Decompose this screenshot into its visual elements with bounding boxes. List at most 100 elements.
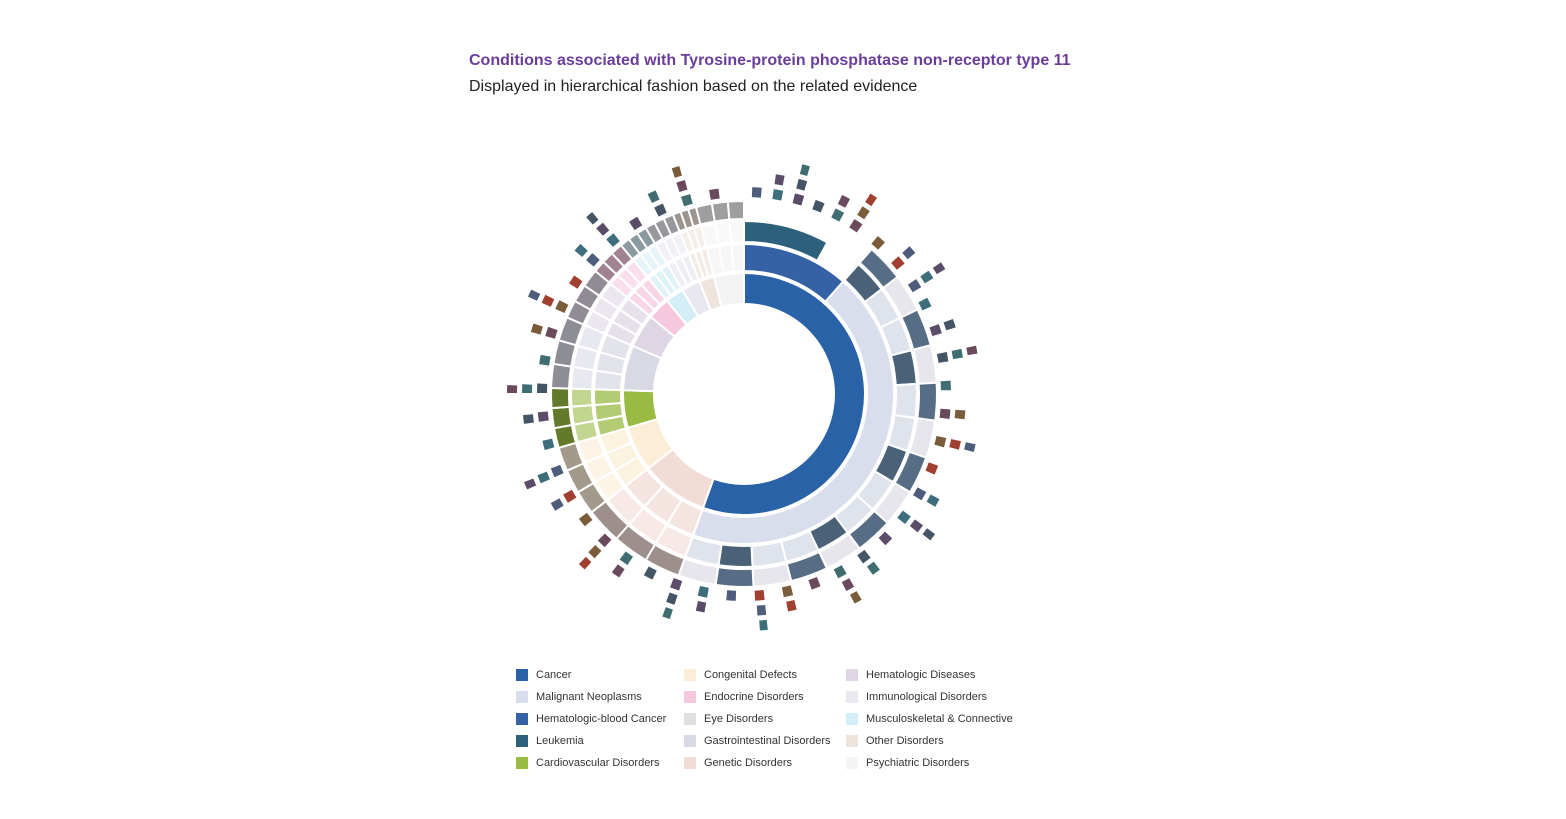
leaf-block [790,190,807,209]
ring3-subsegment [750,540,788,568]
leaf-block [949,346,966,362]
leaf-block [667,575,685,594]
leaf-block [706,186,722,203]
leaf-block [854,547,874,567]
leaf-block [534,469,553,487]
leaf-block [862,190,880,209]
legend-swatch [684,691,696,703]
legend-swatch [846,691,858,703]
leaf-block [839,575,857,594]
leaf-block [583,209,602,228]
leaf-block [937,406,953,422]
ring3-subsegment [570,404,596,426]
leaf-block [922,459,941,478]
legend-item: Other Disorders [846,730,1013,752]
legend-label: Cardiovascular Disorders [536,757,660,769]
leaf-block [894,507,914,527]
legend-label: Gastrointestinal Disorders [704,735,831,747]
ring4-leaf [550,386,571,410]
leaf-block [938,378,953,393]
ring4-leaf [550,405,573,430]
chart-title: Conditions associated with Tyrosine-prot… [469,52,1071,69]
leaf-block [678,191,696,209]
leaf-block [910,484,930,504]
leaf-block [609,561,628,581]
legend-swatch [684,713,696,725]
ring3-subsegment [684,535,723,567]
leaf-block [539,436,557,453]
leaf-block [616,548,636,568]
leaf-block [846,216,866,236]
chart-subtitle: Displayed in hierarchical fashion based … [469,78,918,95]
leaf-block [669,163,685,181]
ring3-subsegment [717,543,754,569]
legend-swatch [684,669,696,681]
leaf-block [552,297,572,316]
ring2-subsegment [730,242,745,273]
ring3-subsegment [889,349,918,387]
legend-swatch [516,757,528,769]
leaf-block [952,407,968,422]
legend-label: Hematologic-blood Cancer [536,713,667,725]
leaf-block [724,588,739,603]
legend-item: Genetic Disorders [684,752,831,774]
legend-label: Genetic Disorders [704,757,793,769]
legend-label: Psychiatric Disorders [866,757,970,769]
legend-column-1: Cancer Malignant Neoplasms Hematologic-b… [516,664,666,774]
legend-label: Other Disorders [866,735,944,747]
legend-swatch [846,669,858,681]
legend-swatch [516,735,528,747]
legend-swatch [516,669,528,681]
leaf-block [831,562,850,582]
leaf-block [566,272,586,292]
leaf-block [585,542,605,562]
legend-item: Musculoskeletal & Connective [846,708,1013,730]
ring1-segment-psychiatric-disorders [712,271,745,309]
legend-item: Immunological Disorders [846,686,1013,708]
leaf-block [525,286,543,304]
ring3-segment-leukemia [743,219,829,263]
leaf-block [854,203,873,223]
legend-label: Hematologic Diseases [866,669,976,681]
leaf-block [534,381,550,395]
leaf-block [905,276,925,296]
legend-label: Congenital Defects [704,669,797,681]
leaf-block [693,598,709,615]
leaf-block [828,205,847,225]
leaf-block [594,530,615,550]
leaf-block [576,510,596,530]
leaf-block [934,349,951,366]
leaf-block [583,250,603,270]
legend-label: Musculoskeletal & Connective [866,713,1013,725]
ring3-subsegment [570,387,594,408]
legend-item: Cardiovascular Disorders [516,752,666,774]
leaf-block [547,495,567,514]
leaf-block [603,230,623,250]
leaf-block [641,563,660,583]
leaf-block [835,192,853,211]
leaf-block [779,582,796,600]
legend-item: Leukemia [516,730,666,752]
ring4-leaf [677,557,720,587]
leaf-block [663,589,681,608]
leaf-block [754,602,769,618]
leaf-block [560,487,580,506]
ring4-leaf [710,200,731,223]
legend-item: Gastrointestinal Disorders [684,730,831,752]
ring1-segment-cancer [701,271,866,516]
leaf-block [626,213,646,233]
leaf-block [571,241,591,260]
legend-item: Hematologic-blood Cancer [516,708,666,730]
leaf-block [752,587,767,603]
leaf-block [520,412,537,427]
leaf-block [805,574,824,593]
leaf-block [521,475,539,493]
legend-swatch [684,757,696,769]
leaf-block [519,382,535,395]
leaf-block [940,316,959,333]
leaf-block [659,604,676,622]
leaf-block [644,187,663,206]
leaf-block [783,597,800,614]
ring4-leaf [916,381,938,422]
